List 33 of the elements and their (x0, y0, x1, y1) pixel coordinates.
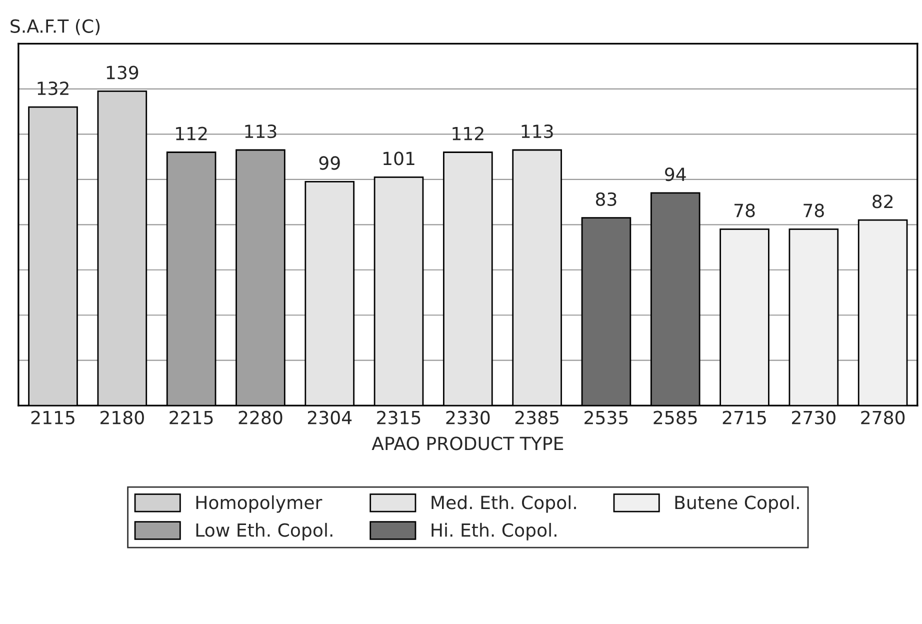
data-label: 113 (245, 124, 276, 138)
x-tick-label: 2315 (377, 410, 420, 424)
data-label: 112 (176, 126, 207, 140)
y-axis-title: S.A.F.T (C) (10, 18, 100, 36)
x-tick-label: 2780 (861, 410, 905, 424)
x-tick-label: 2385 (515, 410, 558, 424)
x-tick-label: 2304 (308, 410, 352, 424)
x-tick-label: 2715 (722, 410, 766, 424)
legend-label: Med. Eth. Copol. (432, 495, 576, 513)
legend-label: Low Eth. Copol. (196, 522, 332, 540)
x-axis-title: APAO PRODUCT TYPE (372, 436, 564, 450)
data-label: 101 (384, 152, 414, 166)
data-label: 94 (665, 167, 686, 182)
legend-label: Hi. Eth. Copol. (432, 522, 556, 540)
x-tick-label: 2115 (31, 410, 74, 424)
x-tick-label: 2280 (238, 410, 282, 424)
x-tick-label: 2730 (792, 410, 836, 424)
legend-label: Homopolymer (196, 495, 322, 513)
x-tick-label: 2585 (654, 410, 697, 424)
x-tick-label: 2535 (584, 410, 628, 424)
legend-label: Butene Copol. (675, 495, 799, 513)
data-label: 112 (452, 126, 484, 140)
x-tick-label: 2215 (170, 410, 213, 424)
data-label: 83 (596, 192, 616, 206)
x-tick-label: 2330 (446, 410, 490, 424)
data-label: 139 (106, 66, 138, 80)
data-label: 113 (522, 124, 553, 138)
data-label: 132 (38, 82, 68, 96)
x-tick-label: 2180 (100, 410, 144, 424)
data-label: 78 (804, 204, 824, 218)
data-label: 78 (734, 204, 755, 218)
data-label: 82 (872, 194, 892, 208)
data-label: 99 (319, 156, 340, 170)
